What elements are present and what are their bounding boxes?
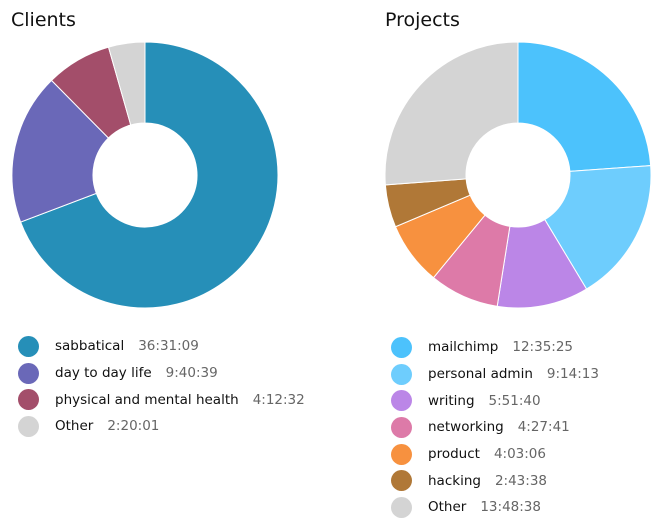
- legend-label: hacking: [428, 472, 481, 489]
- pie-slice[interactable]: [384, 41, 519, 186]
- legend-swatch: [391, 363, 412, 385]
- legend-label: Other: [428, 499, 467, 516]
- clients-legend: sabbatical 36:31:09 day to day life 9:40:39…: [18, 333, 305, 440]
- legend-value: 9:40:39: [165, 365, 218, 382]
- projects-title: Projects: [385, 9, 460, 31]
- legend-value: 12:35:25: [512, 339, 574, 356]
- legend-swatch: [18, 335, 39, 357]
- legend-swatch: [391, 416, 412, 438]
- legend-value: 9:14:13: [546, 366, 599, 383]
- legend-item[interactable]: Other 13:48:38: [391, 494, 599, 521]
- legend-label: mailchimp: [428, 339, 499, 356]
- legend-item[interactable]: physical and mental health 4:12:32: [18, 386, 305, 413]
- pie-slice[interactable]: [107, 41, 146, 126]
- legend-item[interactable]: day to day life 9:40:39: [18, 360, 305, 387]
- legend-item[interactable]: networking 4:27:41: [391, 414, 599, 441]
- legend-label: sabbatical: [55, 338, 125, 355]
- legend-swatch: [391, 390, 412, 412]
- legend-item[interactable]: writing 5:51:40: [391, 387, 599, 414]
- legend-swatch: [18, 415, 39, 437]
- legend-item[interactable]: sabbatical 36:31:09: [18, 333, 305, 360]
- legend-swatch: [18, 362, 39, 384]
- legend-item[interactable]: Other 2:20:01: [18, 413, 305, 440]
- legend-value: 13:48:38: [480, 499, 541, 516]
- legend-swatch: [391, 336, 412, 358]
- pie-slice[interactable]: [544, 165, 652, 290]
- legend-value: 2:20:01: [107, 418, 160, 435]
- legend-label: Other: [55, 418, 94, 435]
- pie-slice[interactable]: [517, 41, 652, 172]
- pie-slice[interactable]: [19, 41, 279, 309]
- projects-legend: mailchimp 12:35:25 personal admin 9:14:13 wr…: [391, 334, 599, 521]
- legend-swatch: [18, 389, 39, 411]
- clients-title: Clients: [11, 9, 76, 31]
- legend-item[interactable]: mailchimp 12:35:25: [391, 334, 599, 361]
- pie-slice[interactable]: [11, 79, 110, 223]
- legend-item[interactable]: hacking 2:43:38: [391, 467, 599, 494]
- legend-label: product: [428, 446, 480, 463]
- legend-item[interactable]: product 4:03:06: [391, 441, 599, 468]
- donut-charts: [11, 41, 652, 309]
- legend-value: 4:12:32: [252, 391, 305, 408]
- legend-value: 5:51:40: [488, 392, 541, 409]
- legend-label: day to day life: [55, 365, 152, 382]
- legend-swatch: [391, 443, 412, 465]
- legend-label: networking: [428, 419, 504, 436]
- legend-value: 4:27:41: [517, 419, 570, 436]
- legend-value: 2:43:38: [494, 472, 547, 489]
- legend-value: 4:03:06: [493, 446, 546, 463]
- legend-swatch: [391, 496, 412, 518]
- legend-item[interactable]: personal admin 9:14:13: [391, 361, 599, 388]
- legend-label: physical and mental health: [55, 391, 239, 408]
- legend-value: 36:31:09: [138, 338, 199, 355]
- legend-label: personal admin: [428, 366, 533, 383]
- legend-swatch: [391, 470, 412, 492]
- legend-label: writing: [428, 392, 475, 409]
